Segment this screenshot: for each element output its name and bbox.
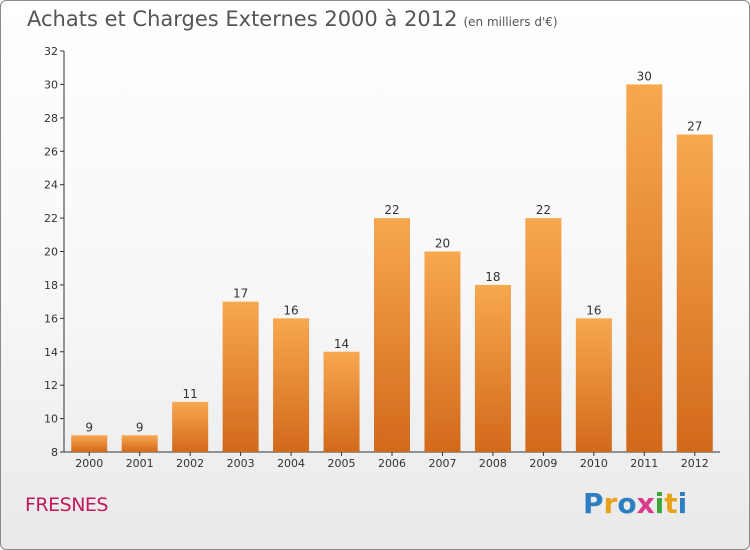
bar-value-label: 16 xyxy=(586,303,601,317)
x-tick-label: 2006 xyxy=(378,457,406,470)
bar xyxy=(172,401,209,452)
y-tick-label: 28 xyxy=(44,112,58,125)
bar-value-label: 9 xyxy=(136,420,144,434)
x-tick-label: 2001 xyxy=(126,457,154,470)
bar xyxy=(273,318,310,452)
bar xyxy=(474,284,511,452)
y-tick-label: 26 xyxy=(44,145,58,158)
y-tick-label: 30 xyxy=(44,78,58,91)
bar xyxy=(121,435,158,452)
chart-title-text: Achats et Charges Externes 2000 à 2012 xyxy=(27,7,458,31)
bar xyxy=(222,301,259,452)
bar xyxy=(71,435,108,452)
bar-value-label: 14 xyxy=(334,337,349,351)
x-tick-label: 2007 xyxy=(428,457,456,470)
bar xyxy=(575,318,612,452)
bar-value-label: 17 xyxy=(233,287,248,301)
y-tick-label: 22 xyxy=(44,212,58,225)
logo-letter: x xyxy=(636,487,655,520)
logo-letter: t xyxy=(664,487,678,520)
chart-subtitle: (en milliers d'€) xyxy=(463,15,558,29)
bar xyxy=(676,134,713,452)
bar-value-label: 27 xyxy=(687,120,702,134)
logo-letter: i xyxy=(654,487,665,520)
commune-name: FRESNES xyxy=(25,494,108,516)
bar xyxy=(626,84,663,453)
x-tick-label: 2012 xyxy=(681,457,709,470)
bar-value-label: 22 xyxy=(384,203,399,217)
bar xyxy=(374,218,410,452)
y-tick-label: 12 xyxy=(44,379,58,392)
x-tick-label: 2005 xyxy=(328,457,356,470)
y-tick-label: 8 xyxy=(51,446,58,459)
chart-axes: 8 10 12 14 16 18 20 22 24 26 28 30 32 2000 2001 2002 200… xyxy=(44,45,720,470)
bar xyxy=(323,351,360,452)
bar-value-label: 20 xyxy=(435,237,450,251)
logo-letter: i xyxy=(677,487,688,520)
bar xyxy=(525,218,562,452)
x-tick-label: 2003 xyxy=(227,457,255,470)
x-tick-label: 2009 xyxy=(529,457,557,470)
bar-value-label: 22 xyxy=(536,203,551,217)
bar-value-label: 16 xyxy=(283,303,298,317)
bar-value-label: 9 xyxy=(85,420,93,434)
bar-value-label: 11 xyxy=(183,387,198,401)
x-tick-label: 2000 xyxy=(75,457,103,470)
logo-letter: r xyxy=(603,487,618,520)
chart-bars: 9 9 11 17 16 14 22 20 18 22 16 30 27 xyxy=(71,69,713,453)
bar xyxy=(424,251,461,452)
x-tick-label: 2008 xyxy=(479,457,507,470)
y-tick-label: 14 xyxy=(44,346,58,359)
y-tick-label: 18 xyxy=(44,279,58,292)
x-tick-label: 2004 xyxy=(277,457,305,470)
x-tick-label: 2010 xyxy=(580,457,608,470)
y-tick-label: 24 xyxy=(44,179,58,192)
x-tick-label: 2011 xyxy=(630,457,658,470)
logo-letter: o xyxy=(617,487,637,520)
y-tick-label: 32 xyxy=(44,45,58,58)
y-tick-label: 16 xyxy=(44,312,58,325)
bar-value-label: 30 xyxy=(637,69,652,83)
y-tick-label: 20 xyxy=(44,246,58,259)
bar-value-label: 18 xyxy=(485,270,500,284)
y-tick-label: 10 xyxy=(44,413,58,426)
logo-letter: P xyxy=(583,487,604,520)
chart-title: Achats et Charges Externes 2000 à 2012 (e… xyxy=(27,7,558,31)
proxiti-logo: Proxiti xyxy=(583,487,687,520)
x-tick-label: 2002 xyxy=(176,457,204,470)
